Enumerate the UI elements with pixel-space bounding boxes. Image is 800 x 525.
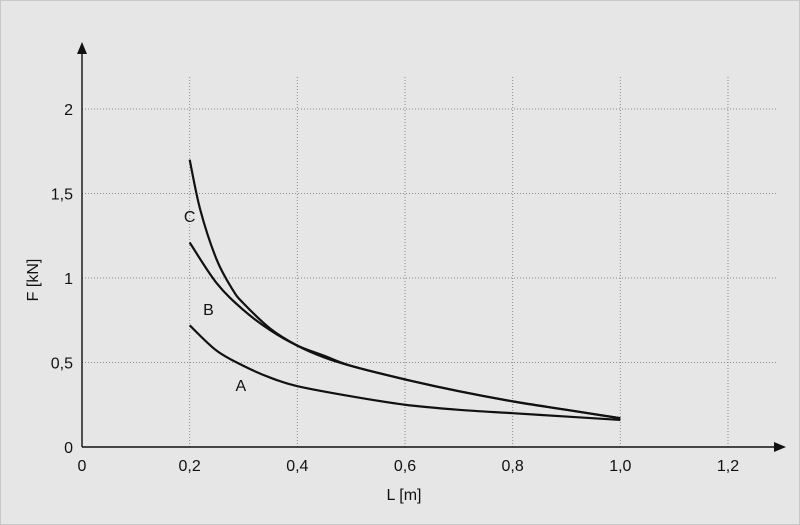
y-tick-label-4: 2 [64, 102, 73, 119]
x-tick-label-1: 0,2 [179, 458, 201, 475]
y-tick-label-0: 0 [64, 440, 73, 457]
y-tick-label-1: 0,5 [51, 356, 73, 373]
x-tick-label-2: 0,4 [286, 458, 308, 475]
tick-labels: 0 0,2 0,4 0,6 0,8 1,0 1,2 0 0,5 1 1,5 2 [51, 102, 739, 475]
series-label-b: B [203, 302, 214, 319]
x-tick-label-6: 1,2 [717, 458, 739, 475]
x-tick-label-3: 0,6 [394, 458, 416, 475]
series-labels: A B C [184, 209, 247, 395]
series-label-c: C [184, 209, 196, 226]
x-axis-title: L [m] [387, 487, 422, 504]
grid-lines [82, 75, 778, 447]
x-tick-label-0: 0 [78, 458, 87, 475]
x-tick-label-4: 0,8 [502, 458, 524, 475]
series-line-b [188, 241, 621, 420]
series-line-c [188, 159, 621, 420]
y-tick-label-2: 1 [64, 271, 73, 288]
series-label-a: A [235, 378, 246, 395]
series-line-a [188, 324, 621, 422]
axes [77, 42, 786, 452]
y-axis-title: F [kN] [25, 259, 42, 302]
x-tick-label-5: 1,0 [609, 458, 631, 475]
y-tick-label-3: 1,5 [51, 187, 73, 204]
series-lines [188, 159, 621, 422]
